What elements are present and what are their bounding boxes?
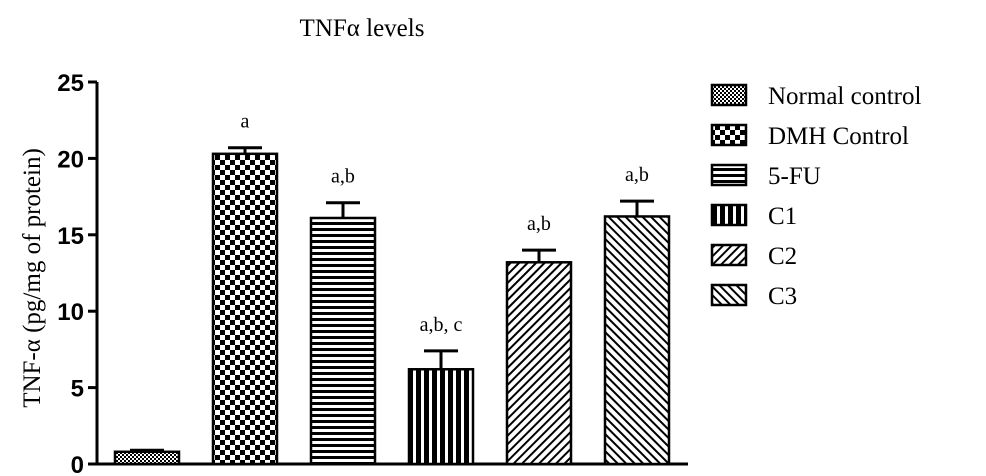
legend-label: Normal control — [768, 83, 921, 110]
legend-swatch — [710, 243, 748, 267]
data-label: a,b — [625, 164, 649, 186]
data-label: a,b — [331, 166, 355, 188]
legend-label: DMH Control — [768, 123, 909, 150]
bar — [505, 261, 573, 466]
y-tick-label: 0 — [71, 452, 84, 476]
y-tick-label: 20 — [57, 146, 84, 173]
y-tick-label: 5 — [71, 376, 84, 403]
bar — [113, 450, 181, 466]
bar — [309, 216, 377, 466]
data-label: a,b — [527, 213, 551, 235]
y-tick-label: 25 — [57, 70, 84, 97]
legend-label: C1 — [768, 203, 797, 230]
legend-swatch — [710, 203, 748, 227]
legend-label: C2 — [768, 243, 797, 270]
bar — [603, 215, 671, 466]
data-label: a — [241, 111, 250, 133]
bar — [407, 368, 475, 466]
legend-swatch — [710, 163, 748, 187]
legend-label: 5-FU — [768, 163, 821, 190]
chart-title: TNFα levels — [300, 15, 425, 42]
bar — [211, 152, 279, 466]
y-tick-label: 15 — [57, 223, 84, 250]
legend: Normal control DMH Control 5-FU C1 C2 C3 — [710, 83, 921, 310]
y-tick-label: 10 — [57, 299, 84, 326]
y-axis-label: TNF-α (pg/mg of protein) — [19, 148, 46, 408]
legend-swatch — [710, 83, 748, 107]
axes: 0 5 10 15 20 25 — [57, 70, 688, 476]
legend-label: C3 — [768, 283, 797, 310]
legend-swatch — [710, 123, 748, 147]
bars: a a,b a,b, c a,b a,b — [113, 111, 671, 466]
legend-swatch — [710, 283, 748, 307]
data-label: a,b, c — [420, 314, 463, 336]
